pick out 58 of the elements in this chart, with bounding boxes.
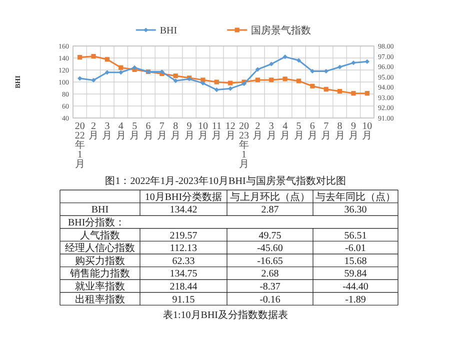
text: 2.87 xyxy=(261,204,279,216)
x-tick-label: 9月 xyxy=(348,121,358,142)
x-tick-label: 12月 xyxy=(225,121,236,142)
x-tick-label: 2月 xyxy=(252,121,263,142)
x-tick-label: 11月 xyxy=(212,121,222,142)
category-label: 与去年同比（点） xyxy=(316,190,396,203)
x-tick-label: 8月 xyxy=(334,121,345,142)
text: 134.42 xyxy=(170,204,198,216)
text: -44.40 xyxy=(342,282,368,292)
x-tick-label: 2月 xyxy=(88,121,99,142)
x-tick-label: 10月 xyxy=(362,121,372,142)
category-label: 销售能力指数 xyxy=(70,268,130,280)
text: 2.68 xyxy=(261,268,279,280)
legend-label: 国房景气指数 xyxy=(251,24,312,36)
text: 56.51 xyxy=(344,230,367,242)
x-tick-label: 8月 xyxy=(170,121,181,142)
text: -8.37 xyxy=(260,282,280,292)
text: -16.65 xyxy=(257,256,283,267)
text: -0.16 xyxy=(260,294,280,306)
category-label: 与上月环比（点） xyxy=(230,190,310,203)
text: 219.57 xyxy=(170,230,198,242)
text: 91.15 xyxy=(172,294,195,306)
text: 36.30 xyxy=(344,204,367,216)
caption: 图1：2022年1月-2023年10月BHI与国房景气指数对比图 xyxy=(105,175,346,187)
text: -45.60 xyxy=(257,243,283,254)
x-tick-label: 9月 xyxy=(184,121,194,142)
legend-label: BHI xyxy=(160,26,178,36)
text: 134.75 xyxy=(170,268,198,280)
x-tick-label: 4月 xyxy=(280,121,290,142)
category-label: BHI分指数： xyxy=(68,218,126,228)
x-tick-label: 10月 xyxy=(198,121,208,142)
x-tick-label: 5月 xyxy=(130,121,140,142)
category-label: 购买力指数 xyxy=(75,256,125,267)
x-tick-label: 4月 xyxy=(116,121,126,142)
category-label: 人气指数 xyxy=(80,230,120,242)
text: 59.84 xyxy=(344,268,367,280)
text: 112.13 xyxy=(170,243,198,254)
text: -1.89 xyxy=(345,294,366,306)
text: 218.44 xyxy=(170,282,198,292)
x-tick-label: 3月 xyxy=(102,121,112,142)
x-tick-label: 3月 xyxy=(266,121,276,142)
x-tick-label: 6月 xyxy=(307,121,318,142)
text: -6.01 xyxy=(345,243,366,254)
category-label: 10月BHI分类数据 xyxy=(144,190,222,203)
text: 15.68 xyxy=(344,256,367,267)
category-label: BHI xyxy=(91,204,109,216)
category-label: 就业率指数 xyxy=(75,282,125,292)
x-tick-label: 2022年1月 xyxy=(74,121,85,170)
x-tick-label: 7月 xyxy=(321,121,332,142)
category-label: 经理人信心指数 xyxy=(65,243,135,254)
text: 62.33 xyxy=(172,256,195,267)
x-tick-label: 6月 xyxy=(143,121,154,142)
x-tick-label: 5月 xyxy=(294,121,304,142)
category-label: 出租率指数 xyxy=(75,294,125,306)
text: 表1:10月BHI及分指数数据表 xyxy=(163,309,288,322)
x-tick-label: 2023年1月 xyxy=(239,121,250,170)
x-tick-label: 7月 xyxy=(156,121,167,142)
text: 49.75 xyxy=(258,230,282,242)
